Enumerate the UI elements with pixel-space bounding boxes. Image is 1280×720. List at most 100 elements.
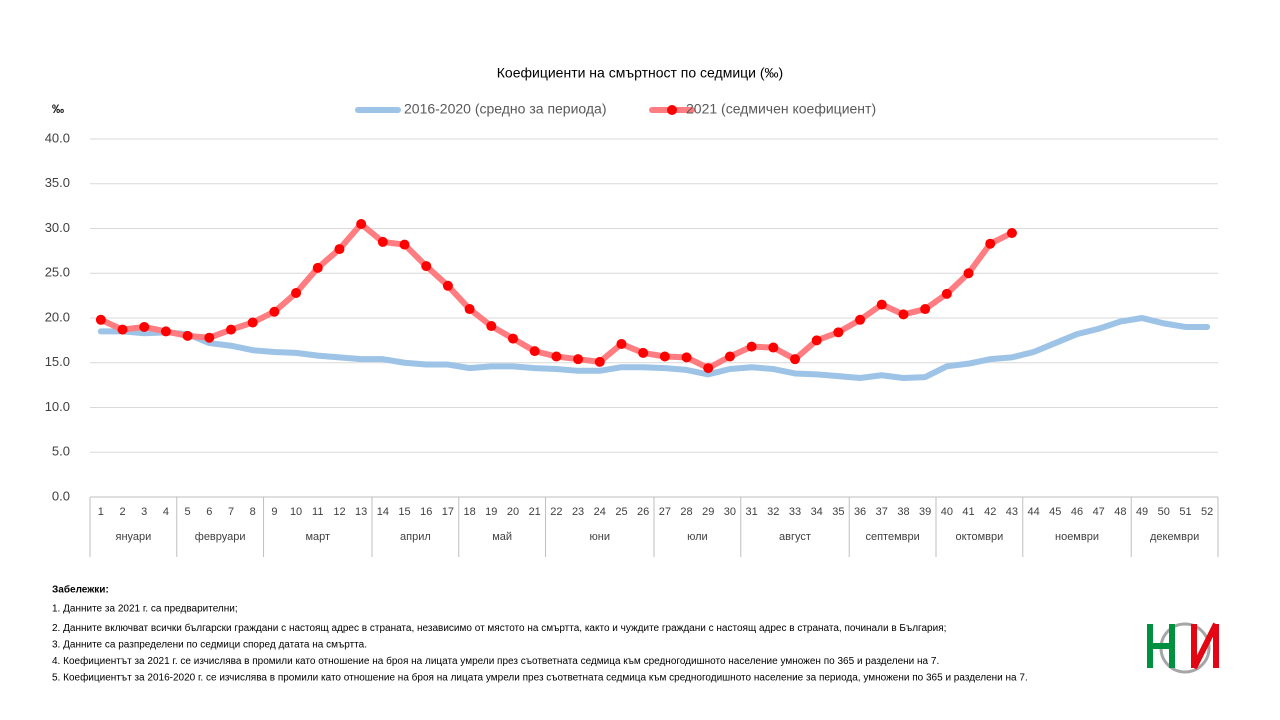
series-marker <box>898 309 909 320</box>
series-marker <box>703 363 714 374</box>
series-marker <box>768 342 779 353</box>
x-tick-label: 48 <box>1114 506 1126 518</box>
x-tick-label: 42 <box>984 506 996 518</box>
series-marker <box>659 351 670 362</box>
series-marker <box>681 352 692 363</box>
x-tick-label: 26 <box>637 506 649 518</box>
x-tick-label: 16 <box>420 506 432 518</box>
series-marker <box>160 326 171 337</box>
month-label: февруари <box>195 531 246 543</box>
series-marker <box>529 346 540 357</box>
x-tick-label: 19 <box>485 506 497 518</box>
month-label: януари <box>115 531 151 543</box>
series-marker <box>855 314 866 325</box>
month-label: юни <box>590 531 610 543</box>
x-tick-label: 44 <box>1027 506 1039 518</box>
x-tick-label: 28 <box>680 506 692 518</box>
x-tick-label: 12 <box>333 506 345 518</box>
y-tick-label: 5.0 <box>52 444 70 459</box>
x-tick-label: 7 <box>228 506 234 518</box>
month-label: октомври <box>956 531 1004 543</box>
month-label: ноември <box>1055 531 1099 543</box>
x-tick-label: 24 <box>594 506 606 518</box>
series-marker <box>464 304 475 315</box>
y-tick-label: 0.0 <box>52 488 70 503</box>
series-marker <box>876 299 887 310</box>
series-marker <box>811 335 822 346</box>
y-tick-label: 35.0 <box>45 175 70 190</box>
x-tick-label: 6 <box>206 506 212 518</box>
x-tick-label: 5 <box>185 506 191 518</box>
series-marker <box>204 332 215 343</box>
x-tick-label: 30 <box>724 506 736 518</box>
series-marker <box>724 351 735 362</box>
series-marker <box>269 306 280 317</box>
x-tick-label: 15 <box>398 506 410 518</box>
x-tick-label: 3 <box>141 506 147 518</box>
x-tick-label: 51 <box>1179 506 1191 518</box>
series-marker <box>833 327 844 338</box>
series-marker <box>117 324 128 335</box>
x-tick-label: 20 <box>507 506 519 518</box>
series-line <box>97 315 1211 381</box>
month-label: август <box>779 531 811 543</box>
x-tick-label: 46 <box>1071 506 1083 518</box>
x-tick-label: 1 <box>98 506 104 518</box>
month-label: декември <box>1150 531 1199 543</box>
note: 1. Данните за 2021 г. са предварителни; <box>52 604 238 615</box>
y-tick-label: 10.0 <box>45 399 70 414</box>
x-tick-label: 50 <box>1158 506 1170 518</box>
series-marker <box>941 288 952 299</box>
notes-heading: Забележки: <box>52 584 109 596</box>
series-marker <box>377 236 388 247</box>
series-marker <box>920 304 931 315</box>
month-label: март <box>305 531 330 543</box>
x-tick-label: 45 <box>1049 506 1061 518</box>
series-marker <box>573 354 584 365</box>
y-unit: ‰ <box>52 102 64 116</box>
series-marker <box>399 239 410 250</box>
x-tick-label: 17 <box>442 506 454 518</box>
x-tick-label: 37 <box>876 506 888 518</box>
x-tick-label: 43 <box>1006 506 1018 518</box>
note: 4. Коефициентът за 2021 г. се изчислява … <box>52 655 939 667</box>
x-tick-label: 9 <box>271 506 277 518</box>
legend-label: 2016-2020 (средно за периода) <box>404 101 607 117</box>
month-label: април <box>400 531 431 543</box>
series-marker <box>746 341 757 352</box>
series-marker <box>508 333 518 344</box>
x-tick-label: 4 <box>163 506 169 518</box>
x-tick-label: 41 <box>962 506 974 518</box>
y-tick-label: 30.0 <box>45 220 70 235</box>
series-marker <box>182 330 193 341</box>
x-tick-label: 25 <box>615 506 627 518</box>
y-tick-label: 20.0 <box>45 309 70 324</box>
series-marker <box>421 261 432 272</box>
series-marker <box>985 238 996 249</box>
x-tick-label: 29 <box>702 506 714 518</box>
x-tick-label: 11 <box>312 506 323 518</box>
x-tick-label: 22 <box>550 506 562 518</box>
series-marker <box>442 280 453 291</box>
x-tick-label: 8 <box>250 506 256 518</box>
logo-h <box>1147 624 1175 668</box>
x-tick-label: 14 <box>377 506 389 518</box>
series-marker <box>291 287 302 298</box>
month-label: юли <box>687 531 708 543</box>
x-tick-label: 40 <box>941 506 953 518</box>
series-marker <box>551 351 562 362</box>
series-marker <box>95 314 106 325</box>
logo <box>1147 622 1219 674</box>
logo-i <box>1191 622 1219 670</box>
x-tick-label: 39 <box>919 506 931 518</box>
series-marker <box>247 317 258 328</box>
series-marker <box>790 354 800 365</box>
legend-marker <box>667 105 677 115</box>
series-marker <box>1006 227 1017 238</box>
x-tick-label: 27 <box>659 506 671 518</box>
series-marker <box>594 356 605 367</box>
series-marker <box>139 321 150 332</box>
chart-title: Коефициенти на смъртност по седмици (‰) <box>497 65 783 81</box>
